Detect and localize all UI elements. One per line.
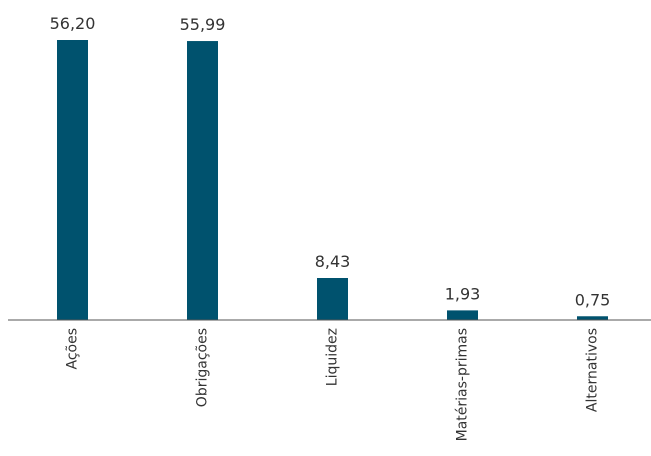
bar-3 bbox=[447, 310, 478, 320]
category-label-4: Alternativos bbox=[585, 328, 601, 412]
value-labels-layer: 56,20 55,99 8,43 1,93 0,75 bbox=[50, 14, 611, 309]
category-label-3: Matérias-primas bbox=[455, 328, 471, 441]
bar-1 bbox=[187, 41, 218, 320]
category-label-2: Liquidez bbox=[325, 328, 341, 386]
value-label-3: 1,93 bbox=[445, 284, 481, 303]
bar-4 bbox=[577, 316, 608, 320]
bar-0 bbox=[57, 40, 88, 320]
value-label-4: 0,75 bbox=[575, 290, 611, 309]
category-labels-layer: Ações Obrigações Liquidez Matérias-primas Al… bbox=[65, 328, 601, 441]
value-label-0: 56,20 bbox=[50, 14, 96, 33]
value-label-1: 55,99 bbox=[180, 15, 226, 34]
value-label-2: 8,43 bbox=[315, 252, 351, 271]
category-label-0: Ações bbox=[65, 328, 81, 370]
bars-layer bbox=[57, 40, 608, 320]
category-label-1: Obrigações bbox=[195, 328, 211, 407]
bar-2 bbox=[317, 278, 348, 320]
